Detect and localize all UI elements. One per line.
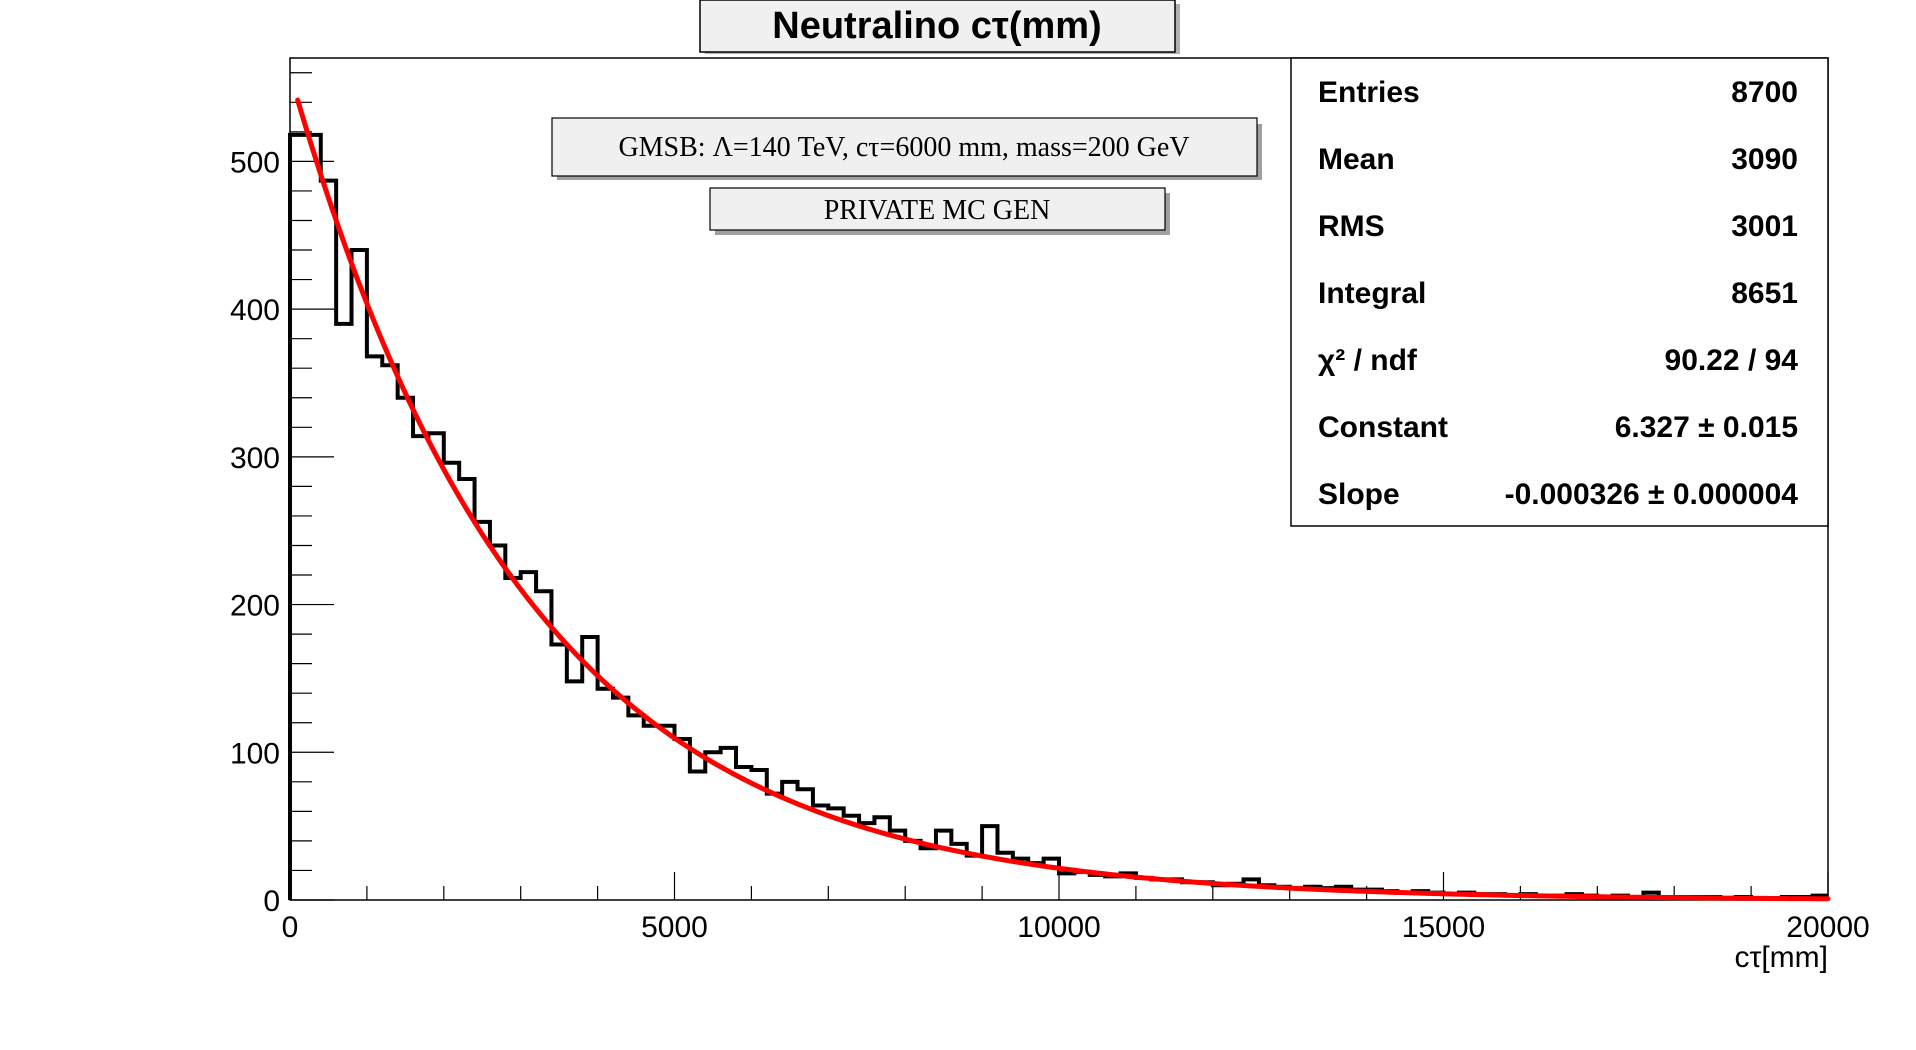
stats-value: 8651 — [1731, 277, 1798, 310]
x-tick-label: 15000 — [1402, 911, 1485, 944]
x-tick-label: 20000 — [1786, 911, 1869, 944]
y-tick-label: 500 — [230, 146, 280, 179]
fit-curve — [295, 97, 1831, 902]
y-tick-label: 100 — [230, 737, 280, 770]
stats-value: 3001 — [1731, 210, 1798, 243]
x-tick-label: 0 — [282, 911, 299, 944]
x-tick-label: 10000 — [1017, 911, 1100, 944]
stats-label: Slope — [1318, 478, 1400, 511]
annotation-private-mc: PRIVATE MC GEN — [824, 195, 1051, 226]
y-tick-label: 0 — [263, 885, 280, 918]
annotation-box-gmsb: GMSB: Λ=140 TeV, cτ=6000 mm, mass=200 Ge… — [551, 117, 1262, 180]
stats-label: χ² / ndf — [1318, 344, 1418, 377]
y-tick-label: 200 — [230, 590, 280, 623]
chart-title-box: Neutralino cτ(mm) — [699, 0, 1180, 54]
chart-title: Neutralino cτ(mm) — [772, 5, 1101, 47]
stats-label: Constant — [1318, 411, 1448, 444]
x-axis-label: cτ[mm] — [1734, 941, 1828, 974]
annotation-gmsb: GMSB: Λ=140 TeV, cτ=6000 mm, mass=200 Ge… — [618, 132, 1189, 163]
stats-value: 8700 — [1731, 76, 1798, 109]
axis-tick-labels: 0 5000 10000 15000 20000 0 100 200 300 400 500 — [230, 146, 1870, 944]
axis-ticks — [289, 72, 1829, 901]
y-tick-label: 400 — [230, 294, 280, 327]
stats-label: Integral — [1318, 277, 1426, 310]
annotation-box-private: PRIVATE MC GEN — [709, 187, 1170, 235]
y-tick-label: 300 — [230, 442, 280, 475]
stats-value: -0.000326 ± 0.000004 — [1505, 478, 1799, 511]
stats-value: 90.22 / 94 — [1665, 344, 1799, 377]
stats-label: RMS — [1318, 210, 1385, 243]
x-tick-label: 5000 — [641, 911, 708, 944]
stats-value: 3090 — [1731, 143, 1798, 176]
stats-label: Entries — [1318, 76, 1420, 109]
stats-value: 6.327 ± 0.015 — [1615, 411, 1798, 444]
stats-box: Entries 8700 Mean 3090 RMS 3001 Integral 8651 χ²… — [1290, 57, 1829, 527]
stats-label: Mean — [1318, 143, 1395, 176]
